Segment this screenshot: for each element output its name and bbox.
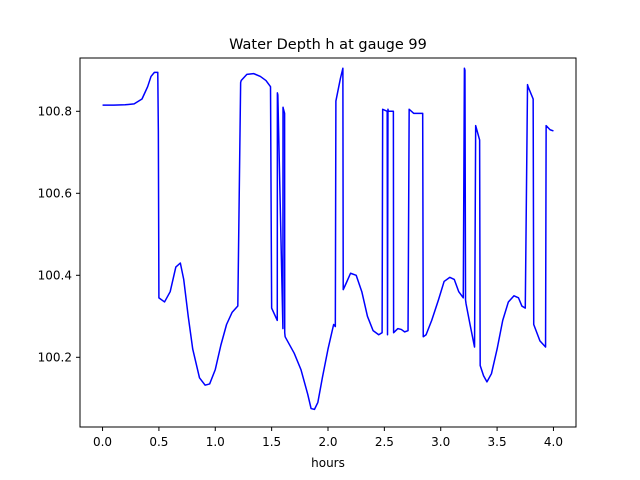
x-tick-label: 3.0 <box>431 435 450 449</box>
x-axis-label: hours <box>311 456 345 470</box>
plot-frame <box>79 57 577 428</box>
chart-title: Water Depth h at gauge 99 <box>229 37 427 53</box>
x-tick-label: 3.5 <box>488 435 507 449</box>
x-tick-label: 2.0 <box>318 435 337 449</box>
y-tick-label: 100.4 <box>38 268 72 282</box>
x-tick-label: 4.0 <box>544 435 563 449</box>
plot-marks <box>102 67 554 411</box>
x-tick-label: 1.0 <box>206 435 225 449</box>
y-tick-label: 100.6 <box>38 186 72 200</box>
y-tick-label: 100.2 <box>38 350 72 364</box>
y-tick-label: 100.8 <box>38 104 72 118</box>
x-axis: 0.0 0.5 1.0 1.5 2.0 2.5 3.0 3.5 4.0 <box>93 427 563 449</box>
x-tick-label: 0.0 <box>93 435 112 449</box>
x-tick-label: 2.5 <box>375 435 394 449</box>
series-line-0 <box>102 67 554 411</box>
x-tick-label: 1.5 <box>262 435 281 449</box>
y-axis: 100.2 100.4 100.6 100.8 <box>38 104 80 364</box>
x-tick-label: 0.5 <box>149 435 168 449</box>
